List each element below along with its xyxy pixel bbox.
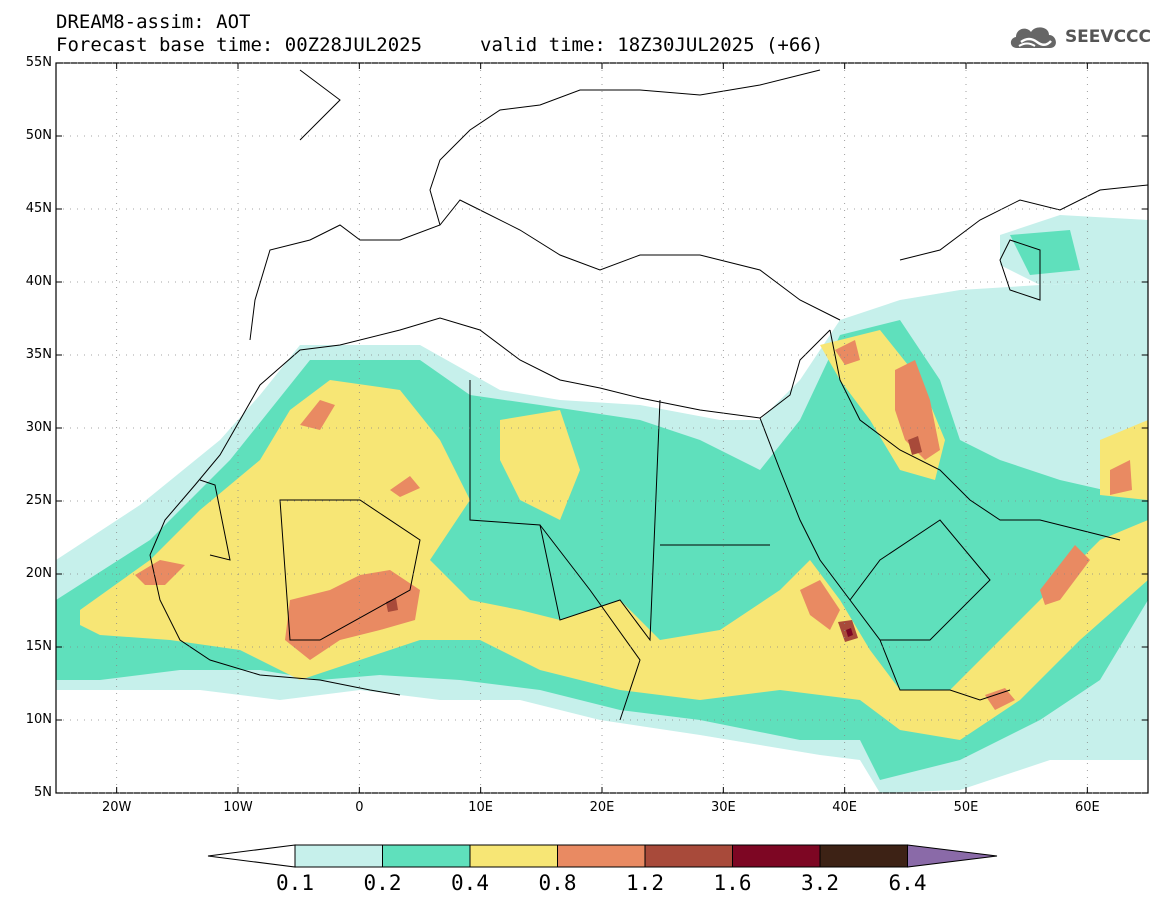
lat-tick-label: 5N	[34, 785, 52, 800]
coastlines	[149, 69, 1148, 721]
logo-text: SEEVCCC	[1064, 27, 1151, 47]
colorbar-segment	[382, 844, 471, 868]
colorbar-high-triangle	[907, 844, 998, 868]
colorbar-label: 0.4	[451, 871, 489, 895]
colorbar-segment	[557, 844, 646, 868]
lon-tick-label: 20E	[589, 800, 615, 815]
aot-band-0.8	[135, 340, 1132, 710]
lat-tick-label: 45N	[25, 201, 52, 216]
colorbar-low-triangle	[207, 844, 296, 868]
lon-tick-label: 10E	[468, 800, 494, 815]
lat-tick-label: 10N	[25, 712, 52, 727]
lat-tick-label: 40N	[25, 274, 52, 289]
lat-tick-label: 20N	[25, 566, 52, 581]
colorbar-label: 6.4	[888, 871, 927, 895]
forecast-base-time: Forecast base time: 00Z28JUL2025	[56, 34, 423, 56]
colorbar-segment	[732, 844, 821, 868]
colorbar-label: 1.6	[713, 871, 752, 895]
lon-tick-label: 20W	[101, 800, 132, 815]
lon-tick-label: 30E	[710, 800, 736, 815]
lon-tick-label: 60E	[1074, 800, 1100, 815]
lat-tick-label: 30N	[25, 420, 52, 435]
colorbar-label: 1.2	[626, 871, 664, 895]
colorbar-segment	[819, 844, 908, 868]
colorbar-label: 0.8	[538, 871, 577, 895]
lon-tick-label: 50E	[953, 800, 979, 815]
cloud-icon	[1010, 27, 1056, 48]
lat-tick-label: 50N	[25, 128, 52, 143]
colorbar-segment	[644, 844, 733, 868]
colorbar-label: 3.2	[801, 871, 839, 895]
lat-tick-label: 25N	[25, 493, 52, 508]
lon-tick-label: 40E	[832, 800, 858, 815]
colorbar-label: 0.1	[276, 871, 314, 895]
aot-band-1.6	[846, 628, 853, 637]
aot-field	[56, 215, 1148, 793]
colorbar-segment	[294, 844, 383, 868]
lat-tick-label: 55N	[25, 55, 52, 70]
colorbar-segment	[469, 844, 558, 868]
lat-tick-label: 15N	[25, 639, 52, 654]
axis-ticks	[56, 62, 1148, 794]
valid-time: valid time: 18Z30JUL2025 (+66)	[480, 34, 824, 56]
colorbar-label: 0.2	[363, 871, 402, 895]
lat-tick-label: 35N	[25, 347, 52, 362]
map-title: DREAM8-assim: AOT	[56, 11, 251, 33]
lon-tick-label: 0	[355, 800, 364, 815]
lon-tick-label: 10W	[223, 800, 253, 815]
seevccc-logo: SEEVCCC	[1007, 22, 1151, 52]
